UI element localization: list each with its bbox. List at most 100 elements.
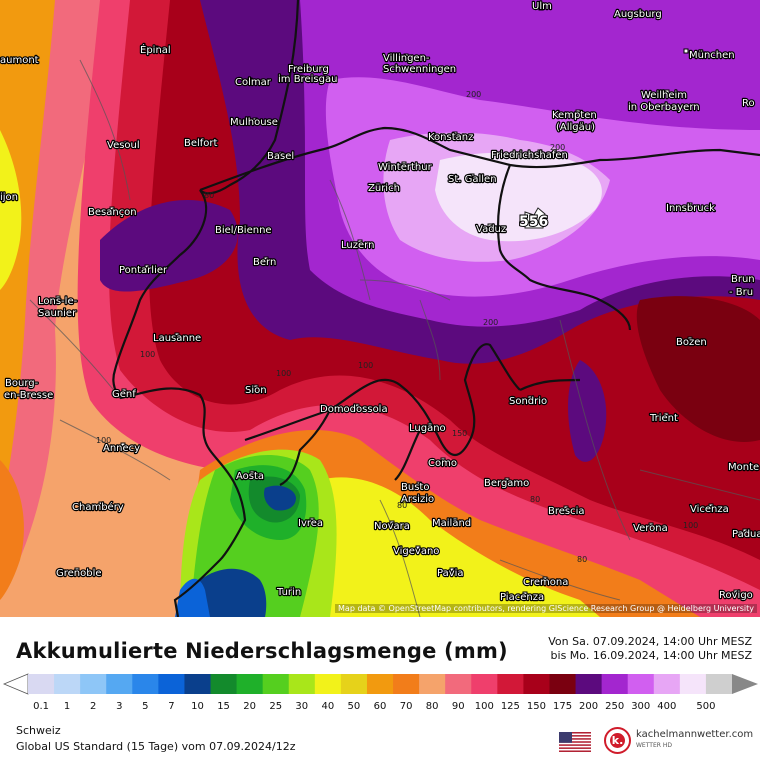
city-label: Sondrio [509,396,547,407]
region-label: Schweiz [16,724,61,737]
city-marker [708,503,714,509]
city-marker [415,545,421,551]
city-label: Busto [401,482,429,493]
city-label: Trient [649,413,678,424]
city-label: Bozen [676,337,707,348]
legend-color-cell [80,674,107,694]
legend-color-cell [679,674,707,694]
city-label: Arsizio [401,494,434,505]
legend-color-cell [523,674,550,694]
city-label: Lausanne [153,333,201,344]
city-label: Schwenningen [383,64,456,75]
city-marker [144,264,150,270]
city-label: München [689,50,735,61]
legend-color-cell [575,674,603,694]
city-label: Belfort [184,138,218,149]
legend-tick-label: 7 [168,701,174,712]
national-borders [112,0,760,617]
legend-tick-label: 80 [426,701,439,712]
city-label: Saunier [38,308,77,319]
legend-color-cell [210,674,238,694]
field-west-yellow [0,130,22,290]
regional-borders [29,59,760,617]
legend-color-cell [653,674,681,694]
city-marker [648,522,654,528]
legend-tick-label: 150 [527,701,546,712]
legend-color-cell [393,674,420,694]
city-label: Lons-le- [38,296,78,307]
city-label: Augsburg [614,9,662,20]
city-label: Freiburg [288,64,329,75]
city-label: Padua [732,529,760,540]
us-flag-icon[interactable] [559,732,591,752]
map-attribution[interactable]: Map data © OpenStreetMap contributors, r… [335,604,757,613]
city-marker [253,384,259,390]
legend-tick-label: 300 [631,701,650,712]
city-label: Turin [276,587,301,598]
legend-tick-label: 250 [605,701,624,712]
city-label: - Bru [729,287,753,298]
contour-label: 80 [577,555,587,564]
city-label: Vicenza [690,504,729,515]
contour-label: 150 [452,429,467,438]
city-label: Verona [633,523,668,534]
city-label: Genf [112,389,136,400]
field-turin-blue2 [175,578,210,617]
city-label: Pavia [437,568,464,579]
city-label: (Allgäu) [556,122,595,133]
city-label: Besançon [88,207,137,218]
city-marker [309,517,315,523]
field-east-darkred [636,296,760,442]
city-marker [247,77,253,83]
city-label: Bergamo [484,478,529,489]
city-label: Vaduz [476,224,506,235]
legend-tick-label: 500 [696,701,715,712]
legend-color-cell [54,674,81,694]
city-label: Mulhouse [230,117,278,128]
city-marker [683,48,689,54]
contour-label: 100 [96,436,111,445]
city-marker [664,89,670,95]
city-label: Sion [245,385,267,396]
field-aosta-blue [264,485,296,511]
city-marker [469,173,475,179]
contour-label: 100 [683,521,698,530]
city-label: Grenoble [56,568,102,579]
city-label: Monte [728,462,759,473]
contour-label: 100 [358,361,373,370]
city-marker [120,442,126,448]
chart-title: Akkumulierte Niederschlagsmenge (mm) [16,639,508,663]
city-label: Lugano [409,423,446,434]
legend-tick-label: 15 [217,701,230,712]
city-marker [538,5,544,11]
city-marker [252,117,258,123]
legend-tick-label: 3 [116,701,122,712]
legend-color-cell [28,674,55,694]
city-marker [198,137,204,143]
legend-color-cell [236,674,264,694]
city-label: im Breisgau [278,74,337,85]
brand-logo[interactable]: k. kachelmannwetter.com WETTER HD [604,727,754,757]
legend-tick-label: 10 [191,701,204,712]
city-label: Bourg- [5,378,39,389]
field-southwest-orange [0,460,24,600]
contour-label: 200 [466,90,481,99]
city-marker [153,45,159,51]
contour-label: 200 [483,318,498,327]
legend-tick-label: 25 [269,701,282,712]
legend-tick-label: 100 [475,701,494,712]
city-marker [687,336,693,342]
precipitation-map: Ulm Augsburg Épinal aumont Freiburg im Breisg… [0,0,760,617]
brand-subtitle: WETTER HD [636,742,672,749]
city-marker [403,53,409,59]
field-east-purple [568,360,607,462]
legend-color-cell [445,674,472,694]
city-marker [575,109,581,115]
city-label: Annecy [103,443,140,454]
legend-color-cell [497,674,524,694]
legend-min-arrow [2,673,29,695]
legend-color-cell [158,674,185,694]
city-marker [298,67,304,73]
max-marker [524,207,546,229]
